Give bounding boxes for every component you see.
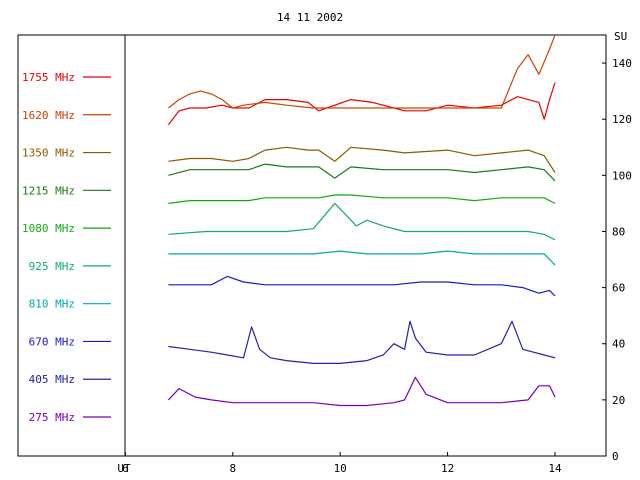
- series-line: [168, 34, 556, 109]
- chart-title: 14 11 2002: [277, 11, 343, 24]
- series-line: [167, 82, 556, 126]
- legend-label: 1755 MHz: [22, 71, 75, 84]
- x-tick-label: 8: [229, 462, 236, 475]
- y-tick-label: 120: [612, 113, 632, 126]
- legend-label: 670 MHz: [29, 335, 75, 348]
- y-tick-label: 60: [612, 282, 625, 295]
- series-line: [168, 163, 556, 182]
- y-tick-label: 100: [612, 169, 632, 182]
- legend-label: 1215 MHz: [22, 184, 75, 197]
- series-line: [168, 146, 556, 173]
- series-line: [168, 194, 556, 204]
- series-line: [168, 250, 556, 266]
- x-tick-label: 12: [441, 462, 454, 475]
- y-ticks: 0 20 40 60 80 100 120 140: [602, 57, 632, 463]
- y-tick-label: 80: [612, 225, 625, 238]
- legend-label: 405 MHz: [29, 373, 75, 386]
- legend-label: 810 MHz: [29, 298, 75, 311]
- legend: 1755 MHz 1620 MHz 1350 MHz 1215 MHz 1080 MHz…: [22, 71, 111, 424]
- y-tick-label: 140: [612, 57, 632, 70]
- y-axis-label: SU: [614, 30, 627, 43]
- legend-label: 1080 MHz: [22, 222, 75, 235]
- x-tick-label: 14: [548, 462, 562, 475]
- series-line: [168, 202, 556, 241]
- series-line: [167, 376, 556, 407]
- legend-label: 275 MHz: [29, 411, 75, 424]
- y-tick-label: 20: [612, 394, 625, 407]
- y-tick-label: 40: [612, 338, 625, 351]
- x-tick-label: 6: [122, 462, 129, 475]
- y-tick-label: 0: [612, 450, 619, 463]
- series-line: [168, 320, 556, 364]
- x-axis-label: UT: [117, 462, 131, 475]
- x-ticks: 6 8 10 12 14: [122, 452, 562, 475]
- plot-frame: [17, 34, 607, 457]
- legend-label: 1350 MHz: [22, 147, 75, 160]
- series-lines: [167, 34, 556, 407]
- legend-label: 1620 MHz: [22, 109, 75, 122]
- series-line: [168, 275, 556, 297]
- legend-label: 925 MHz: [29, 260, 75, 273]
- x-tick-label: 10: [334, 462, 347, 475]
